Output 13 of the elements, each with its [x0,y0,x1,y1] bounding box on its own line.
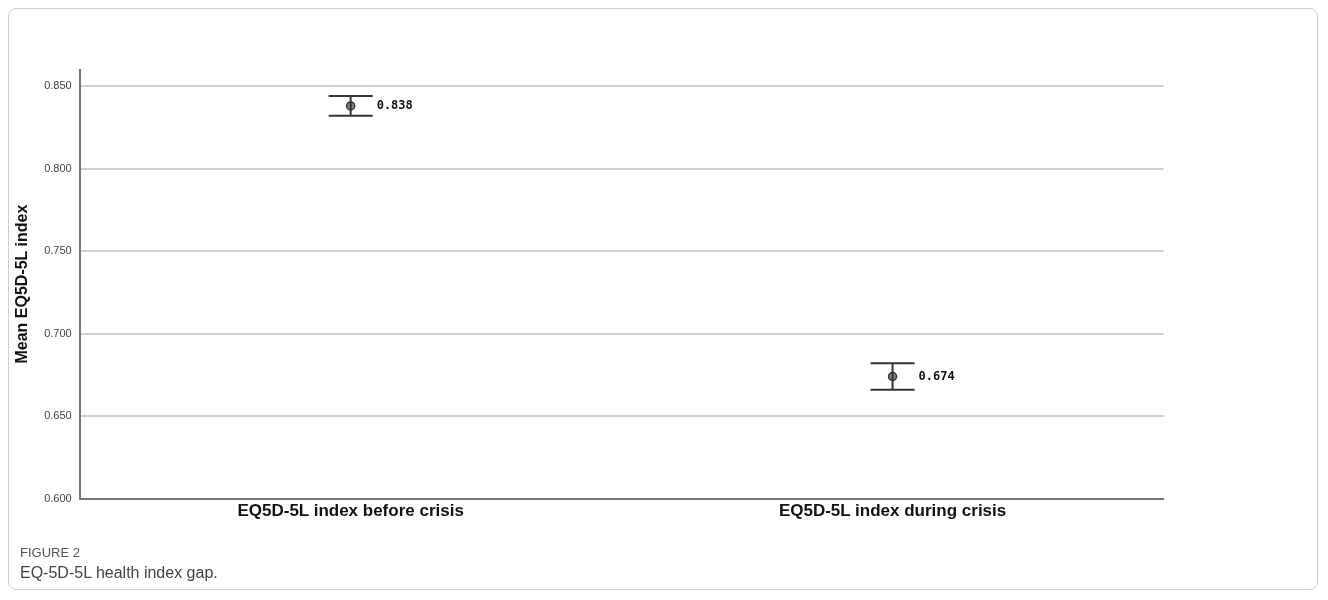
y-tick-label: 0.600 [44,491,72,504]
y-tick-label: 0.800 [44,161,72,174]
x-tick-label: EQ5D-5L index during crisis [778,501,1007,521]
y-tick-label: 0.850 [44,79,72,92]
y-tick-label: 0.650 [44,409,72,422]
y-axis-title: Mean EQ5D-5L index [13,204,31,364]
text: EQ-5D-5L health index gap. [20,564,218,582]
caption: FIGURE 2 [20,545,81,560]
data-label: 0.838 [376,98,413,113]
y-tick-label: 0.700 [44,326,72,339]
data-label: 0.674 [918,368,955,383]
y-tick-label: 0.750 [44,244,72,257]
x-tick-label: EQ5D-5L index before crisis [237,501,464,521]
